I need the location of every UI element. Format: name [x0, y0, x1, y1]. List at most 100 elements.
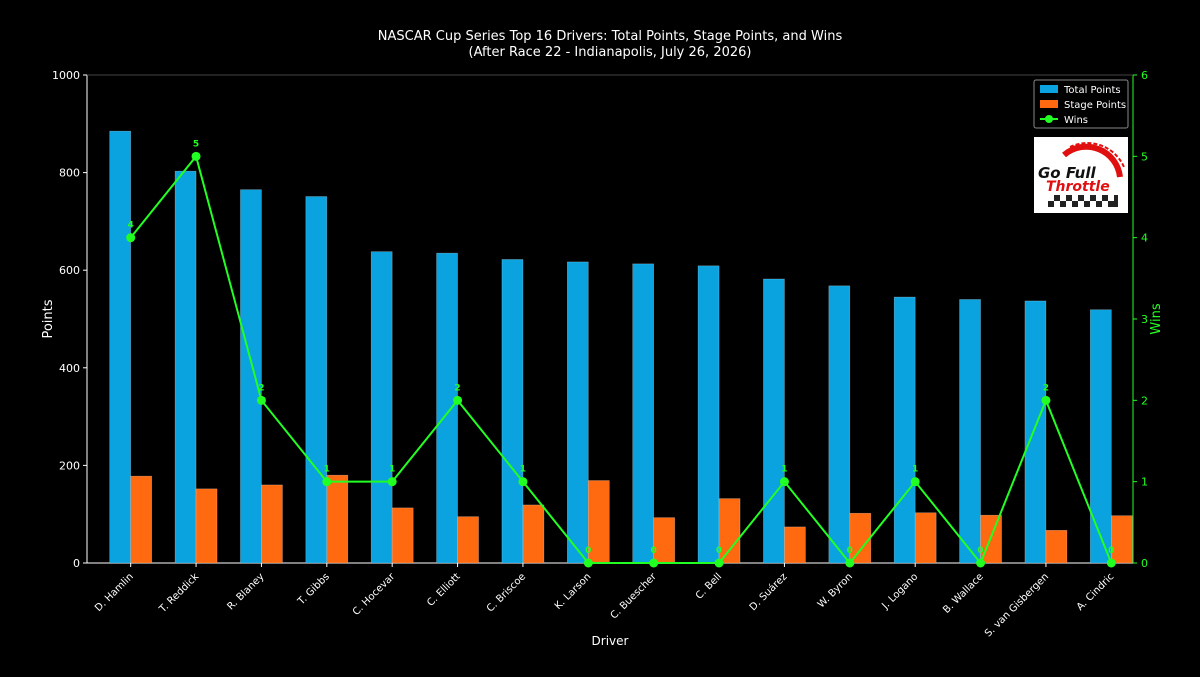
y2-tick-label: 6 — [1141, 69, 1148, 82]
bar-stage-points — [522, 504, 545, 564]
series-line-wins — [129, 154, 1113, 565]
y-tick-label: 400 — [59, 362, 80, 375]
bar-total-points — [697, 265, 720, 564]
x-tick-label: C. Briscoe — [485, 571, 528, 614]
x-tick-label: C. Elliott — [425, 571, 462, 608]
bar-stage-points — [130, 475, 152, 564]
bar-stage-points — [326, 474, 349, 564]
data-label-wins: 1 — [324, 465, 330, 475]
bar-total-points — [240, 189, 262, 564]
point-wins — [779, 477, 789, 487]
legend-label: Wins — [1064, 115, 1088, 126]
point-wins — [583, 558, 593, 568]
point-wins — [387, 477, 397, 487]
data-label-wins: 1 — [781, 465, 787, 475]
y-tick-label: 200 — [59, 459, 80, 472]
bar-total-points — [109, 130, 131, 564]
data-label-wins: 2 — [454, 383, 460, 393]
bar-total-points — [763, 278, 785, 564]
bar-total-points — [632, 263, 654, 564]
bar-total-points — [959, 299, 981, 564]
y-tick-label: 600 — [59, 264, 80, 277]
point-wins — [649, 558, 659, 568]
data-label-wins: 0 — [847, 546, 853, 556]
y2-tick-label: 4 — [1141, 232, 1148, 245]
data-label-wins: 2 — [1043, 383, 1049, 393]
x-tick-label: D. Hamlin — [93, 571, 136, 614]
legend-swatch-marker — [1045, 115, 1053, 123]
x-tick-label: D. Suárez — [747, 571, 790, 614]
bar-stage-points — [849, 512, 872, 564]
data-label-wins: 0 — [585, 546, 591, 556]
y-tick-label: 1000 — [52, 69, 80, 82]
y-axis-label: Points — [41, 299, 56, 338]
point-wins — [1041, 395, 1051, 405]
go-full-throttle-logo: Go Full Throttle — [1034, 137, 1128, 213]
bar-stage-points — [914, 512, 937, 564]
data-label-wins: 4 — [128, 221, 134, 231]
bar-stage-points — [195, 488, 218, 564]
point-wins — [191, 151, 201, 161]
bar-total-points — [501, 259, 524, 564]
data-label-wins: 5 — [193, 139, 199, 149]
x-tick-label: B. Wallace — [941, 571, 986, 616]
bar-total-points — [893, 296, 916, 564]
data-label-wins: 0 — [651, 546, 657, 556]
data-label-wins: 0 — [977, 546, 983, 556]
x-tick-label: T. Reddick — [157, 571, 201, 615]
y2-axis-label: Wins — [1149, 303, 1164, 334]
y2-tick-label: 5 — [1141, 150, 1148, 163]
point-wins — [256, 395, 266, 405]
x-tick-label: T. Gibbs — [295, 571, 332, 608]
bar-stage-points — [588, 480, 610, 564]
y-tick-label: 0 — [73, 557, 80, 570]
legend-swatch — [1040, 85, 1058, 93]
point-wins — [1106, 558, 1116, 568]
logo-text-line2: Throttle — [1046, 179, 1110, 195]
logo-text-line1: Go Full — [1038, 164, 1096, 182]
bar-stage-points — [653, 517, 675, 564]
bar-stage-points — [718, 498, 741, 564]
y2-tick-label: 1 — [1141, 476, 1148, 489]
data-label-wins: 1 — [912, 465, 918, 475]
x-tick-label: J. Logano — [879, 571, 920, 612]
bar-stage-points — [457, 516, 479, 564]
point-wins — [845, 558, 855, 568]
bar-total-points — [174, 170, 197, 564]
bar-stage-points — [784, 526, 806, 564]
bar-total-points — [828, 285, 851, 564]
logo-gauge-arc-outer — [1069, 142, 1125, 168]
x-tick-label: W. Byron — [816, 571, 855, 610]
point-wins — [126, 233, 136, 243]
x-tick-label: A. Cindric — [1075, 571, 1117, 613]
x-tick-label: C. Buescher — [609, 571, 660, 622]
point-wins — [322, 477, 332, 487]
data-label-wins: 0 — [1108, 546, 1114, 556]
point-wins — [518, 477, 528, 487]
logo-checkered-flag — [1048, 195, 1118, 207]
logo-gauge-arc — [1062, 143, 1123, 178]
y2-tick-label: 0 — [1141, 557, 1148, 570]
bar-stage-points — [1045, 530, 1068, 564]
point-wins — [714, 558, 724, 568]
data-label-wins: 0 — [716, 546, 722, 556]
point-wins — [976, 558, 986, 568]
data-label-wins: 1 — [520, 465, 526, 475]
data-label-wins: 2 — [258, 383, 264, 393]
bar-total-points — [1090, 309, 1112, 564]
bar-total-points — [567, 261, 589, 564]
x-tick-label: K. Larson — [553, 571, 594, 612]
bar-total-points — [370, 251, 393, 564]
bar-stage-points — [1111, 515, 1133, 564]
data-label-wins: 1 — [389, 465, 395, 475]
x-axis-label: Driver — [592, 634, 629, 648]
y-tick-label: 800 — [59, 167, 80, 180]
chart-title: NASCAR Cup Series Top 16 Drivers: Total … — [378, 29, 843, 44]
bar-total-points — [436, 252, 458, 564]
y2-tick-label: 2 — [1141, 394, 1148, 407]
point-wins — [453, 395, 463, 405]
logo-graphic: Go Full Throttle — [1038, 142, 1125, 207]
